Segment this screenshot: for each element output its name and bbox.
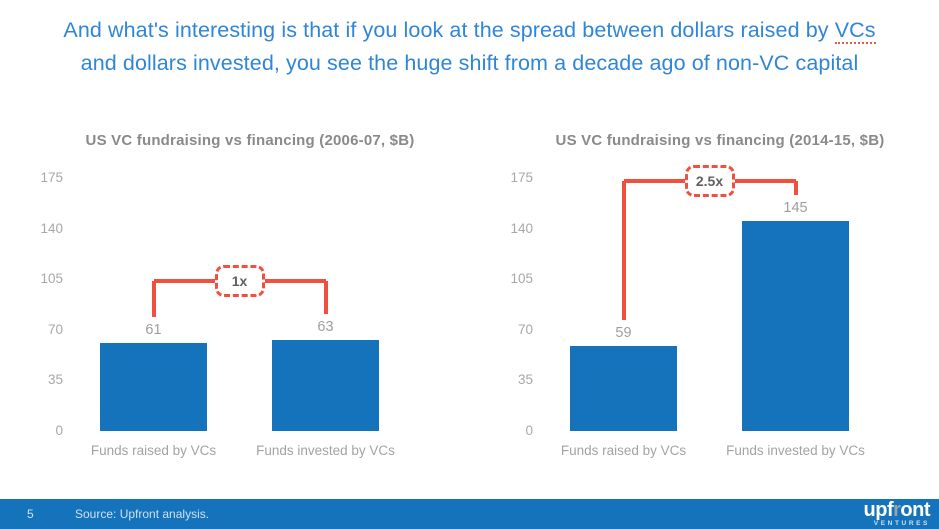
y-axis-tick-0: 0 (525, 423, 533, 438)
y-axis-tick-70: 70 (517, 321, 533, 337)
logo-part-r: r (893, 499, 901, 521)
multiple-annotation: 1x (214, 264, 265, 297)
chart-plot-2014-15: 0 35 70 105 140 175 59 Funds raised by VCs 145 Fu… (505, 125, 935, 475)
chart-2006-07: US VC fundraising vs financing (2006-07,… (35, 125, 465, 475)
chart-2014-15: US VC fundraising vs financing (2014-15,… (505, 125, 935, 475)
logo-part-ont: ont (900, 499, 930, 521)
y-axis-tick-105: 105 (40, 271, 63, 287)
y-axis-tick-35: 35 (47, 372, 63, 388)
y-axis-tick-175: 175 (40, 170, 63, 185)
footer-bar: 5 Source: Upfront analysis. upfront VENT… (0, 499, 939, 529)
y-axis-tick-140: 140 (40, 220, 63, 236)
y-axis-tick-0: 0 (55, 423, 63, 438)
slide-title-line-2: and dollars invested, you see the huge s… (80, 51, 859, 75)
multiple-bracket-arm (621, 180, 626, 320)
upfront-ventures-logo: upfront VENTURES (863, 499, 931, 528)
logo-wordmark: upfront (863, 499, 931, 521)
chart-plot-2006-07: 0 35 70 105 140 175 61 Funds raised by VCs 63 Fun… (35, 125, 465, 475)
y-axis-tick-70: 70 (47, 321, 63, 337)
chart-title-2014-15: US VC fundraising vs financing (2014-15,… (555, 132, 885, 149)
bar-value-label: 61 (145, 321, 162, 338)
source-note: Source: Upfront analysis. (75, 507, 210, 521)
logo-subtext: VENTURES (873, 520, 930, 527)
bar-value-label: 145 (783, 200, 808, 217)
bar-funds-invested-by-vcs (742, 221, 849, 431)
multiple-bracket-arm (793, 180, 798, 196)
multiple-bracket-arm (323, 280, 328, 314)
bar-value-label: 59 (615, 324, 632, 341)
bar-value-label: 63 (317, 318, 334, 335)
slide-title-text: And what's interesting is that if you lo… (63, 18, 835, 42)
chart-title-2006-07: US VC fundraising vs financing (2006-07,… (85, 132, 415, 149)
spellchecked-word: VCs (834, 18, 876, 44)
y-axis-tick-35: 35 (517, 372, 533, 388)
slide-title: And what's interesting is that if you lo… (0, 14, 939, 80)
bar-category-label: Funds raised by VCs (560, 443, 687, 458)
y-axis-tick-140: 140 (510, 220, 533, 236)
slide-title-line-1: And what's interesting is that if you lo… (0, 14, 939, 47)
bar-funds-raised-by-vcs (570, 345, 677, 431)
bar-category-label: Funds invested by VCs (726, 443, 865, 458)
logo-part-upf: upf (863, 499, 894, 521)
y-axis-tick-105: 105 (510, 271, 533, 287)
multiple-annotation: 2.5x (684, 164, 735, 197)
bar-category-label: Funds raised by VCs (90, 443, 217, 458)
bar-category-label: Funds invested by VCs (256, 443, 395, 458)
page-number: 5 (27, 507, 34, 521)
bar-funds-raised-by-vcs (100, 342, 207, 431)
bar-funds-invested-by-vcs (272, 339, 379, 431)
multiple-bracket-arm (151, 280, 156, 317)
y-axis-tick-175: 175 (510, 170, 533, 185)
